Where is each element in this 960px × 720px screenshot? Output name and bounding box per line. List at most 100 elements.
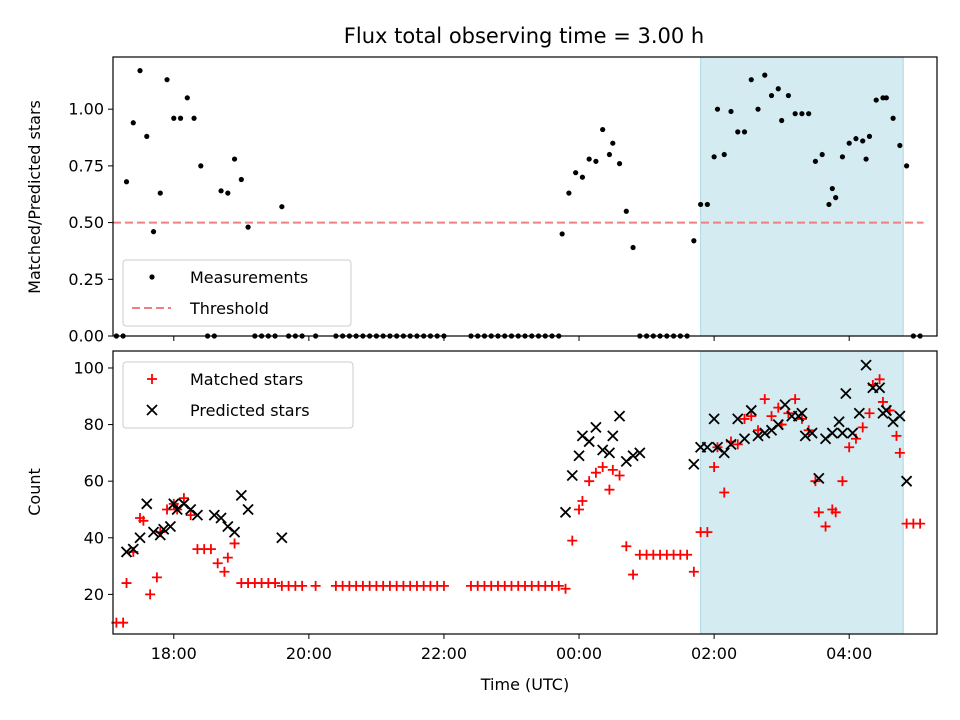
y-tick-label: 0.25 <box>68 270 104 289</box>
data-point <box>154 529 166 541</box>
data-point <box>279 204 285 210</box>
data-point <box>630 244 636 251</box>
data-point <box>866 133 873 139</box>
data-point <box>829 185 835 192</box>
x-tick-label: 20:00 <box>286 644 332 663</box>
data-point <box>560 583 571 594</box>
data-point <box>137 68 143 74</box>
y-tick-label: 0.75 <box>68 156 104 175</box>
data-point <box>799 111 805 117</box>
top-subplot: 0.00 0.25 0.50 0.75 1.00 Matched/Predicted s… <box>25 56 938 346</box>
data-point <box>846 427 859 439</box>
data-point <box>721 151 727 158</box>
data-point <box>610 140 616 146</box>
data-point <box>698 201 704 208</box>
data-point <box>735 129 741 135</box>
data-point <box>759 394 770 405</box>
data-point <box>438 580 449 591</box>
x-axis-ticks-top <box>173 336 850 341</box>
data-point <box>144 133 150 139</box>
data-point <box>844 442 855 453</box>
data-point <box>151 572 162 583</box>
data-point <box>141 498 153 510</box>
legend-top: Measurements Threshold <box>122 259 352 327</box>
data-point <box>586 156 592 162</box>
y-tick-label: 0.50 <box>68 213 104 232</box>
data-point <box>245 224 251 230</box>
legend-swatch <box>149 274 155 280</box>
data-point <box>238 176 244 183</box>
data-point <box>833 195 839 201</box>
x-tick-label: 02:00 <box>691 644 737 663</box>
data-point <box>820 521 831 532</box>
data-point <box>874 374 885 385</box>
legend-bottom: Matched stars Predicted stars <box>122 361 354 429</box>
data-point <box>714 106 721 112</box>
x-tick-label: 22:00 <box>421 644 467 663</box>
data-point <box>860 138 866 144</box>
data-point <box>607 464 618 475</box>
data-point <box>719 487 730 498</box>
data-point <box>603 447 616 459</box>
data-point <box>583 435 595 448</box>
data-point <box>790 394 801 405</box>
data-point <box>877 396 888 407</box>
y-axis-label-bottom: Count <box>25 468 44 516</box>
data-point <box>739 413 750 424</box>
data-point <box>792 111 798 117</box>
axes-frame-bottom <box>112 350 938 635</box>
data-point <box>772 418 784 431</box>
data-point <box>840 387 852 400</box>
data-point <box>701 441 713 453</box>
data-point <box>120 546 133 558</box>
data-point <box>276 532 288 544</box>
data-point <box>215 512 227 524</box>
data-point <box>894 410 906 422</box>
y-tick-label: 40 <box>84 528 104 547</box>
data-point <box>853 136 859 142</box>
data-point <box>915 518 926 529</box>
bottom-subplot: 20 40 60 80 100 18:00 20:00 22:00 00:00 02:00 04:… <box>25 350 938 694</box>
data-point <box>890 115 896 121</box>
data-point <box>897 142 903 149</box>
data-point <box>709 462 720 473</box>
legend-label: Predicted stars <box>190 401 310 420</box>
legend-swatch <box>147 374 157 384</box>
data-point <box>566 469 578 482</box>
data-point <box>567 535 578 546</box>
data-point <box>738 433 751 445</box>
data-point <box>826 427 838 439</box>
data-point <box>593 158 599 164</box>
data-point <box>235 489 247 501</box>
data-point <box>270 578 281 589</box>
data-point <box>184 95 190 101</box>
data-point <box>573 450 585 462</box>
highlight-span-top <box>700 56 904 337</box>
data-point <box>688 458 700 470</box>
data-point <box>813 472 825 484</box>
data-point <box>768 92 775 99</box>
data-point <box>688 566 699 577</box>
data-point <box>682 549 693 560</box>
data-point <box>607 430 619 442</box>
data-point <box>123 179 130 185</box>
data-point <box>616 161 623 167</box>
y-tick-label: 0.00 <box>68 327 104 346</box>
data-point <box>746 411 757 422</box>
data-point <box>623 208 629 214</box>
y-tick-label: 100 <box>73 358 104 377</box>
data-point <box>559 231 565 237</box>
x-tick-label: 04:00 <box>826 644 872 663</box>
data-point <box>597 462 608 473</box>
data-point <box>779 399 791 411</box>
data-point <box>702 527 713 538</box>
data-point <box>732 413 744 425</box>
y-axis-ticks-top: 0.00 0.25 0.50 0.75 1.00 <box>68 100 113 346</box>
data-point <box>177 115 184 121</box>
data-point <box>219 566 230 577</box>
data-point <box>597 444 609 456</box>
data-point <box>839 154 846 160</box>
data-point <box>904 163 910 169</box>
data-point <box>614 470 625 481</box>
